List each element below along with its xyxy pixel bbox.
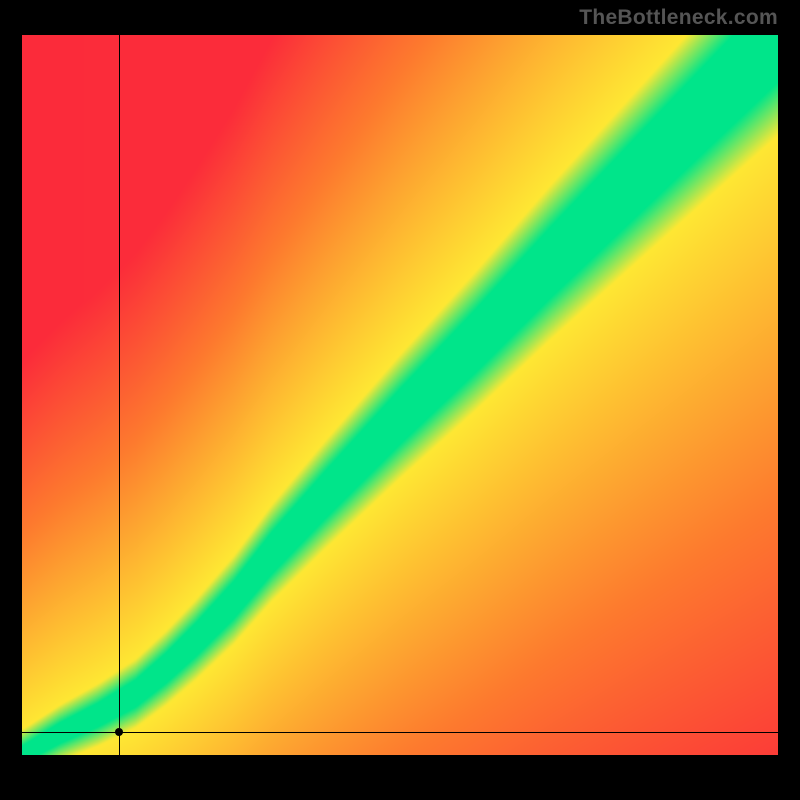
heatmap-canvas <box>22 35 778 755</box>
marker-dot <box>115 728 123 736</box>
crosshair-vertical <box>119 35 120 755</box>
watermark-text: TheBottleneck.com <box>579 6 778 30</box>
plot-area <box>22 35 778 755</box>
crosshair-horizontal <box>22 732 778 733</box>
